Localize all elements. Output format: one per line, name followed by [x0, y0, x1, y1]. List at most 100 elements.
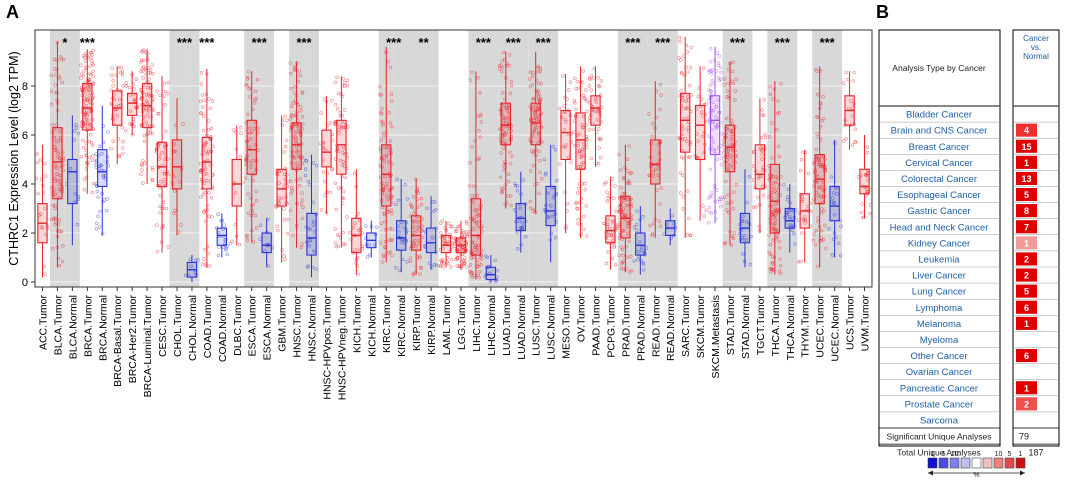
point-CESC.Tumor [162, 178, 166, 182]
point-BLCA.Tumor [59, 57, 63, 62]
point-SARC.Tumor [680, 173, 685, 177]
x-tick-label-GBM.Tumor: GBM.Tumor [277, 294, 289, 351]
point-SARC.Tumor [685, 50, 690, 54]
point-SKCM.Metastasis [711, 100, 715, 105]
point-KICH.Tumor [353, 221, 357, 225]
point-PAAD.Tumor [598, 156, 603, 160]
point-PRAD.Normal [635, 223, 639, 227]
cancer-name: Head and Neck Cancer [890, 222, 989, 233]
significance-LIHC.Tumor: *** [476, 35, 492, 50]
point-READ.Tumor [659, 186, 664, 190]
point-LUSC.Tumor [532, 116, 536, 120]
point-PCPG.Tumor [607, 233, 611, 237]
point-UVM.Tumor [860, 202, 864, 206]
point-BLCA.Tumor [53, 206, 57, 211]
cancer-name: Melanoma [917, 319, 962, 330]
point-KIRC.Tumor [388, 139, 393, 143]
point-PRAD.Tumor [626, 224, 630, 228]
point-COAD.Tumor [206, 203, 210, 208]
point-SARC.Tumor [685, 95, 690, 99]
point-ACC.Tumor [39, 177, 44, 181]
point-SKCM.Tumor [696, 94, 700, 98]
point-THCA.Tumor [775, 128, 779, 132]
point-STAD.Tumor [731, 81, 735, 86]
point-BRCA-Luminal.Tumor [140, 168, 144, 172]
point-PAAD.Tumor [598, 138, 602, 142]
point-BRCA-Basal.Tumor [115, 114, 120, 118]
point-READ.Tumor [657, 143, 661, 147]
point-HNSC-HPVneg.Tumor [336, 91, 341, 96]
point-UCEC.Tumor [818, 186, 822, 190]
point-STAD.Tumor [728, 163, 733, 168]
point-SARC.Tumor [688, 83, 692, 88]
point-SKCM.Tumor [699, 110, 704, 115]
significance-ESCA.Tumor: *** [252, 35, 268, 50]
point-HNSC.Tumor [289, 179, 293, 184]
point-GBM.Tumor [282, 218, 287, 222]
x-tick-label-UCEC.Normal: UCEC.Normal [830, 295, 842, 362]
point-LUAD.Tumor [500, 69, 504, 74]
box-GBM.Tumor [276, 168, 287, 207]
x-axis: ACC.Tumor BLCA.Tumor BLCA.Normal BRCA.Tumor… [37, 287, 872, 400]
point-KIRC.Tumor [388, 65, 393, 70]
cancer-name: Gastric Cancer [907, 206, 970, 217]
point-LIHC.Tumor [475, 208, 479, 212]
point-LIHC.Normal [495, 278, 499, 283]
point-HNSC.Tumor [298, 73, 302, 78]
point-STAD.Tumor [734, 77, 738, 82]
point-KIRC.Tumor [379, 93, 383, 97]
point-COAD.Tumor [202, 210, 206, 214]
significance-LUSC.Tumor: *** [536, 35, 552, 50]
point-STAD.Tumor [732, 231, 737, 235]
point-LUSC.Tumor [528, 84, 533, 89]
point-LIHC.Tumor [476, 76, 480, 80]
point-COAD.Tumor [210, 215, 214, 219]
point-HNSC-HPVpos.Tumor [319, 111, 323, 115]
point-CESC.Tumor [164, 129, 168, 133]
point-UCEC.Tumor [814, 67, 818, 72]
point-PAAD.Tumor [589, 156, 594, 161]
point-PAAD.Tumor [599, 119, 603, 124]
point-CHOL.Tumor [181, 122, 185, 126]
x-tick-label-KIRC.Normal: KIRC.Normal [396, 295, 408, 357]
point-UCEC.Tumor [819, 229, 824, 233]
point-KIRC.Tumor [389, 92, 394, 96]
point-ACC.Tumor [43, 272, 47, 276]
point-LIHC.Tumor [469, 256, 474, 260]
point-SKCM.Metastasis [709, 72, 714, 76]
point-KIRC.Tumor [380, 260, 385, 264]
panel-a-label: A [6, 2, 19, 22]
point-LUAD.Tumor [505, 109, 509, 113]
point-LGG.Tumor [463, 256, 467, 260]
point-UCS.Tumor [853, 127, 857, 132]
point-DLBC.Tumor [237, 242, 242, 247]
point-HNSC.Tumor [291, 100, 295, 105]
point-LGG.Tumor [465, 265, 469, 269]
point-KIRP.Tumor [416, 225, 421, 229]
point-THCA.Tumor [777, 110, 781, 115]
point-SKCM.Metastasis [710, 68, 715, 72]
point-LUSC.Tumor [528, 206, 533, 210]
point-LAML.Tumor [450, 225, 454, 229]
point-UCEC.Tumor [820, 207, 824, 211]
point-COAD.Tumor [199, 70, 204, 75]
point-BLCA.Tumor [53, 204, 57, 208]
point-ESCA.Tumor [254, 189, 258, 194]
point-UCEC.Tumor [823, 166, 827, 170]
point-LUSC.Normal [550, 214, 554, 219]
point-HNSC.Tumor [301, 205, 305, 210]
point-KIRP.Normal [424, 230, 428, 234]
point-BRCA.Tumor [87, 155, 92, 160]
point-PCPG.Tumor [605, 199, 609, 204]
point-CHOL.Normal [196, 258, 200, 262]
point-HNSC.Tumor [299, 245, 304, 250]
point-BRCA-Luminal.Tumor [142, 48, 146, 52]
shade-THCA.Normal [782, 30, 798, 287]
point-STAD.Tumor [722, 242, 727, 246]
point-BLCA.Tumor [51, 203, 56, 207]
point-KICH.Normal [365, 255, 370, 259]
point-KIRP.Normal [433, 200, 437, 204]
point-BLCA.Tumor [54, 166, 59, 170]
point-THCA.Tumor [778, 246, 782, 250]
point-STAD.Tumor [722, 195, 727, 199]
